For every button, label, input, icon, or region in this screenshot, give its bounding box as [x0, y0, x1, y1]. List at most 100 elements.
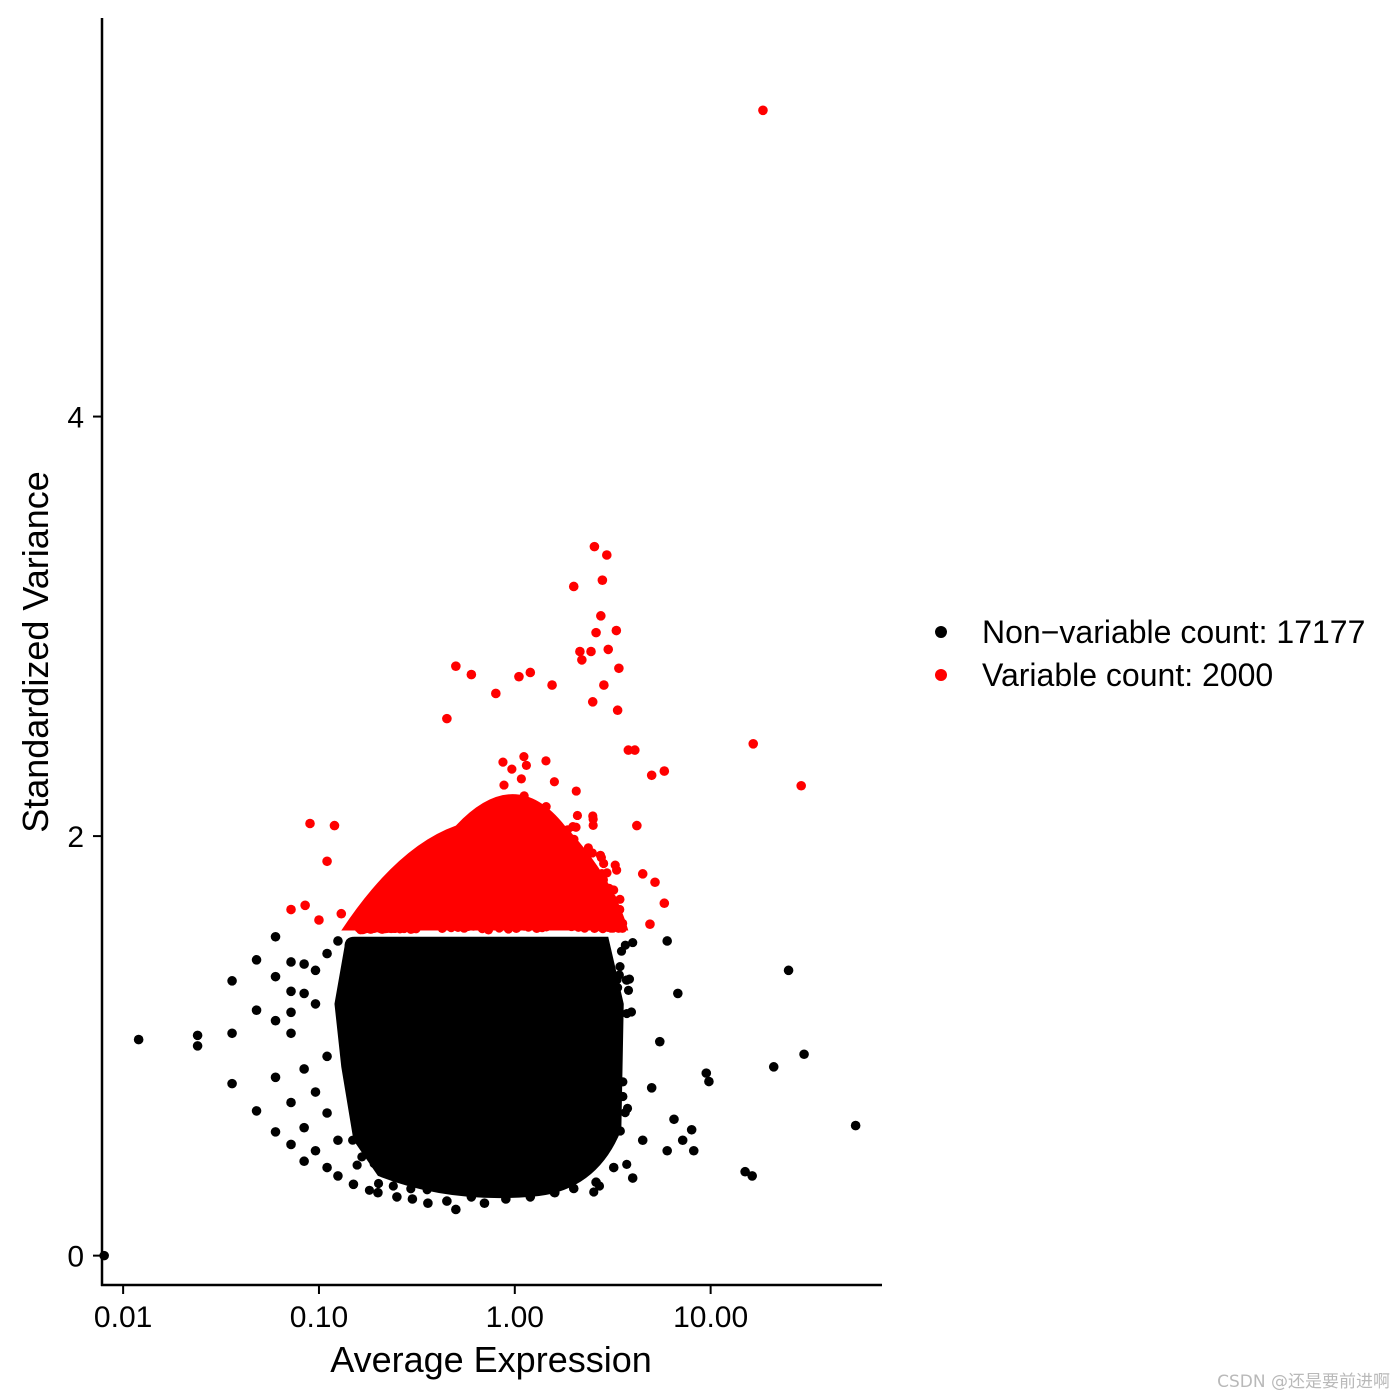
- variable-point: [521, 884, 531, 894]
- non-variable-point: [519, 1047, 529, 1057]
- variable-point: [602, 905, 612, 915]
- non-variable-point: [626, 1007, 637, 1017]
- variable-point: [417, 889, 427, 899]
- non-variable-point: [400, 1136, 411, 1146]
- non-variable-point: [576, 958, 586, 969]
- non-variable-point: [783, 965, 794, 976]
- variable-point: [542, 878, 552, 888]
- non-variable-point: [286, 986, 296, 997]
- variable-point: [591, 627, 601, 638]
- non-variable-point: [654, 1036, 665, 1047]
- non-variable-point: [367, 1105, 377, 1115]
- non-variable-point: [310, 1145, 321, 1156]
- variable-point: [595, 850, 606, 860]
- variable-point: [604, 883, 614, 893]
- x-axis-ticks: 0.01 0.10 1.00 10.00: [94, 1285, 748, 1334]
- non-variable-point: [373, 1187, 383, 1198]
- non-variable-point: [544, 1059, 554, 1069]
- non-variable-point: [521, 1080, 531, 1090]
- non-variable-point: [322, 948, 332, 959]
- variable-point: [516, 774, 526, 784]
- non-variable-point: [540, 1074, 550, 1084]
- non-variable-point: [799, 1049, 809, 1060]
- variable-point: [588, 814, 598, 824]
- non-variable-point: [333, 1171, 343, 1181]
- data-points: [99, 105, 861, 1261]
- non-variable-point: [399, 1097, 409, 1108]
- non-variable-point: [394, 1129, 405, 1139]
- variable-point: [577, 655, 587, 665]
- non-variable-point: [286, 1007, 296, 1018]
- non-variable-point: [389, 1080, 399, 1090]
- variable-point: [602, 550, 612, 560]
- variable-point: [514, 671, 524, 682]
- variable-point: [583, 895, 593, 905]
- variable-point: [589, 541, 600, 552]
- non-variable-point: [429, 1075, 439, 1086]
- non-variable-point: [366, 1134, 376, 1144]
- variable-point: [441, 885, 452, 896]
- non-variable-point: [677, 1135, 688, 1146]
- non-variable-point: [270, 1127, 281, 1137]
- variable-point: [452, 869, 463, 879]
- non-variable-point: [429, 1109, 440, 1119]
- non-variable-point: [270, 1015, 281, 1026]
- variable-point: [469, 896, 479, 906]
- non-variable-point: [299, 1064, 309, 1074]
- variable-point: [424, 912, 434, 922]
- variable-point: [501, 805, 512, 815]
- non-variable-point: [669, 1114, 679, 1125]
- non-variable-point: [556, 997, 566, 1008]
- non-variable-point: [589, 1187, 599, 1197]
- variable-point: [610, 860, 620, 870]
- legend-label-variable: Variable count: 2000: [982, 657, 1273, 693]
- variable-point: [286, 904, 296, 915]
- variable-point: [748, 738, 759, 749]
- variable-point: [485, 902, 495, 912]
- variable-point: [314, 915, 324, 925]
- non-variable-point: [286, 1139, 296, 1150]
- legend: Non−variable count: 17177 Variable count…: [935, 614, 1365, 693]
- non-variable-point: [388, 1181, 398, 1191]
- y-axis-title: Standardized Variance: [15, 471, 56, 833]
- non-variable-point: [424, 1178, 434, 1188]
- non-variable-point: [573, 1077, 583, 1088]
- variable-point: [575, 646, 585, 657]
- variable-point: [469, 911, 479, 921]
- variable-point: [476, 807, 486, 817]
- non-variable-point: [373, 1042, 383, 1052]
- non-variable-point: [426, 1168, 436, 1178]
- non-variable-point: [392, 974, 402, 985]
- non-variable-point: [370, 964, 380, 974]
- variable-point: [609, 918, 619, 928]
- variable-point: [571, 786, 581, 796]
- non-variable-point: [470, 1108, 480, 1118]
- variable-point: [614, 663, 624, 674]
- variable-point: [507, 764, 517, 774]
- non-variable-point: [133, 1034, 144, 1045]
- non-variable-point: [584, 962, 594, 973]
- non-variable-point: [528, 1042, 538, 1053]
- non-variable-point: [501, 1194, 511, 1204]
- non-variable-point: [381, 1106, 391, 1116]
- variable-point: [572, 810, 583, 821]
- variable-point: [558, 868, 569, 878]
- variable-point: [322, 856, 332, 867]
- non-variable-point: [436, 994, 446, 1004]
- variable-point: [533, 836, 544, 846]
- non-variable-point: [688, 1145, 699, 1156]
- non-variable-point: [405, 946, 416, 956]
- variable-point: [575, 918, 585, 928]
- variable-point: [519, 791, 529, 801]
- variable-point: [336, 908, 347, 919]
- non-variable-point: [322, 1162, 332, 1173]
- non-variable-point: [421, 975, 431, 985]
- non-variable-point: [575, 1059, 585, 1069]
- non-variable-point: [407, 1194, 418, 1204]
- non-variable-point: [578, 1068, 588, 1078]
- variable-point: [539, 809, 549, 820]
- non-variable-point: [457, 1160, 467, 1170]
- non-variable-point: [270, 1072, 281, 1083]
- non-variable-point: [345, 965, 355, 975]
- variable-point: [456, 912, 466, 922]
